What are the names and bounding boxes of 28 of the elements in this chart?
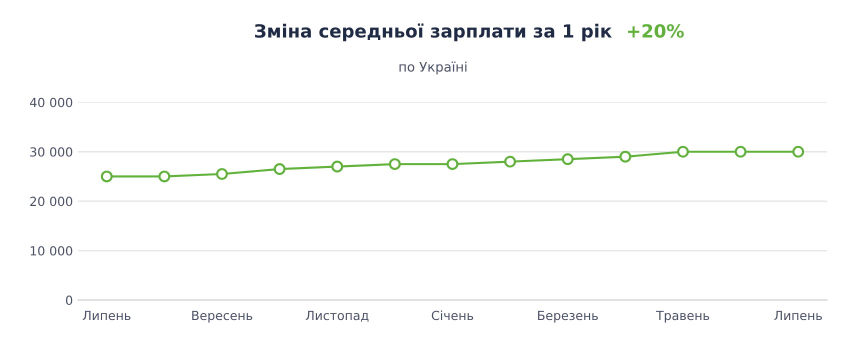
point [274,163,286,175]
y-tick-label: 20 000 [30,196,72,206]
y-tick-label: 10 000 [30,246,72,256]
point [216,168,228,180]
x-tick-label: Вересень [192,310,252,323]
point [100,170,113,182]
point [562,153,574,166]
x-tick-label: Липень [82,310,130,320]
point [331,160,344,172]
text: +20% [628,24,684,38]
y-tick-label: 40 000 [30,98,72,108]
point [504,156,516,168]
point [619,150,632,163]
chart-title: Зміна середньої зарплати за 1 рік [255,24,612,42]
x-tick-label: Березень [538,310,598,323]
chart-subtitle: по Україні [400,62,466,74]
x-tick-label: Травень [656,310,710,323]
point [792,146,804,158]
x-tick-label: Липень [774,310,822,320]
y-tick-label: 0 [66,296,72,306]
point [677,146,689,158]
x-tick-label: Листопад [306,310,368,322]
x-tick-label: Січень [432,310,474,320]
y-tick-label: 30 000 [30,147,72,157]
point [734,146,746,158]
point [446,158,458,170]
point [158,170,170,182]
point [388,158,401,170]
